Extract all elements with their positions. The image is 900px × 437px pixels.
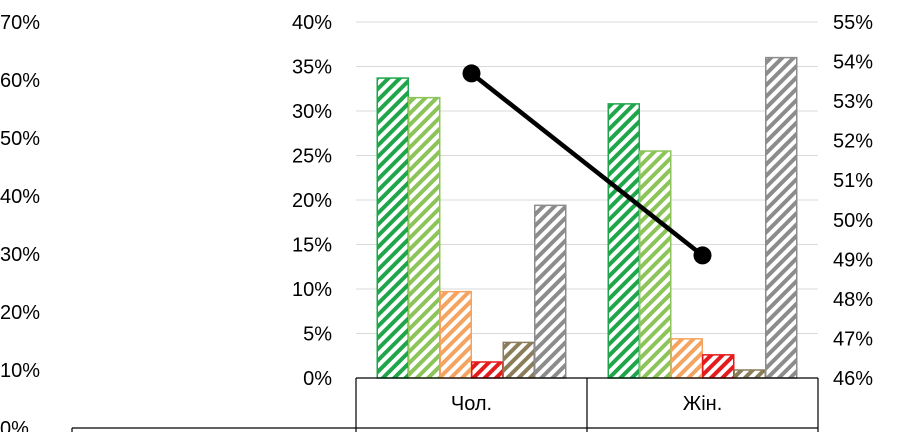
left-axis-tick-label: 0% xyxy=(303,368,332,390)
right-axis-tick-label: 48% xyxy=(833,289,873,311)
axes xyxy=(71,377,819,432)
bar xyxy=(670,338,703,379)
right-axis-tick-label: 53% xyxy=(833,91,873,113)
line-path xyxy=(470,71,704,258)
bar xyxy=(765,56,798,379)
left-axis-tick-label: 35% xyxy=(292,57,332,79)
left-axis-tick-label: 40% xyxy=(292,12,332,34)
left-axis-tick-label: 5% xyxy=(303,324,332,346)
tick-labels: 0% 10% 20% 30% 40% 50% 60% 70% 0% 5% 10% 15% 20% 25% 3… xyxy=(0,12,873,437)
outer-axis-tick-label: 70% xyxy=(0,12,40,34)
left-axis-tick-label: 15% xyxy=(292,235,332,257)
bar xyxy=(534,204,567,379)
outer-axis-tick-label: 50% xyxy=(0,128,40,150)
bar xyxy=(376,77,409,379)
line-point xyxy=(693,246,712,265)
bar xyxy=(733,369,766,379)
outer-axis-tick-label: 60% xyxy=(0,70,40,92)
outer-axis-tick-label: 40% xyxy=(0,186,40,208)
right-axis-tick-label: 49% xyxy=(833,249,873,271)
right-axis-tick-label: 50% xyxy=(833,210,873,232)
outer-axis-tick-label: 30% xyxy=(0,244,40,266)
left-axis-tick-label: 30% xyxy=(292,101,332,123)
outer-axis-tick-label: 10% xyxy=(0,360,40,382)
left-axis-tick-label: 20% xyxy=(292,190,332,212)
right-axis-tick-label: 47% xyxy=(833,328,873,350)
right-axis-tick-label: 52% xyxy=(833,131,873,153)
line-point xyxy=(462,64,481,83)
right-axis-tick-label: 51% xyxy=(833,170,873,192)
bars xyxy=(376,56,798,379)
outer-axis-tick-label: 20% xyxy=(0,302,40,324)
line-series xyxy=(462,64,712,265)
category-label: Чол. xyxy=(451,393,492,415)
outer-axis-tick-label: 0% xyxy=(0,418,29,432)
right-axis-tick-label: 55% xyxy=(833,12,873,34)
left-axis-tick-label: 10% xyxy=(292,279,332,301)
bar xyxy=(439,290,472,379)
bar xyxy=(408,96,441,379)
bar xyxy=(471,361,504,379)
right-axis-tick-label: 54% xyxy=(833,52,873,74)
bar xyxy=(502,341,535,379)
bar xyxy=(639,150,672,379)
bar xyxy=(607,103,640,379)
category-label: Жін. xyxy=(683,393,723,415)
bar xyxy=(702,354,735,379)
right-axis-tick-label: 46% xyxy=(833,368,873,390)
left-axis-tick-label: 25% xyxy=(292,146,332,168)
